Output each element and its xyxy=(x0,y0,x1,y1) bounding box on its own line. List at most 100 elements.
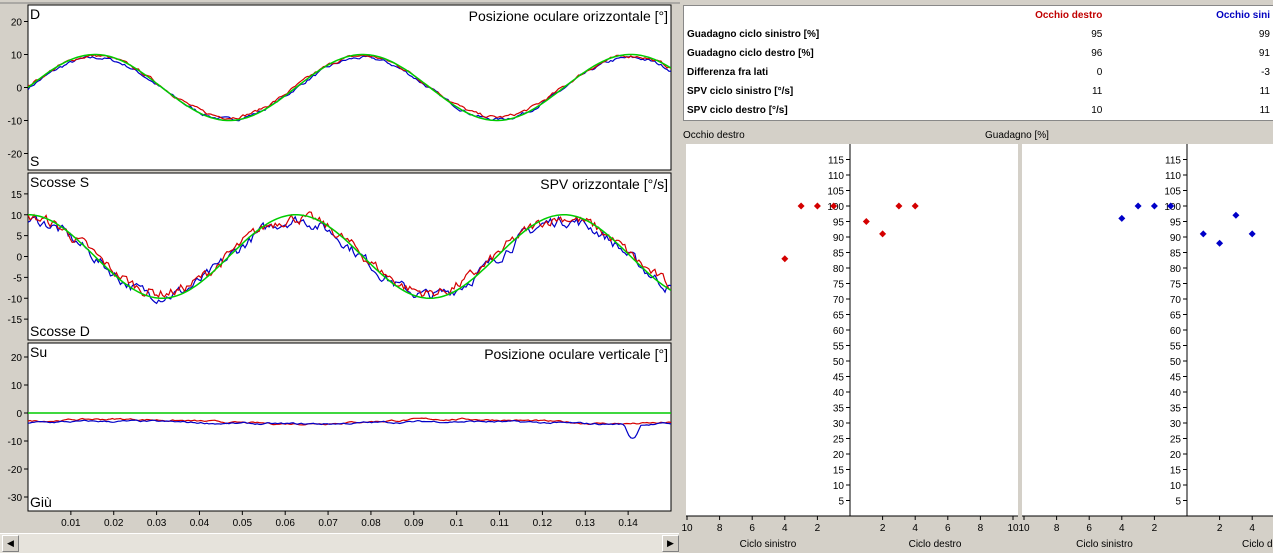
right-cycle-point xyxy=(895,202,903,210)
y-tick-label: 20 xyxy=(11,353,23,364)
x-tick-label: 0.09 xyxy=(404,518,424,529)
panel-horizontal-position: 20 10 0 -10 -20 D S Posizione oculare orizzonta… xyxy=(8,4,672,171)
row-value-left: 11 xyxy=(1259,86,1270,97)
panel-top-label: Scosse S xyxy=(30,174,89,190)
y-tick-label: 30 xyxy=(833,419,845,430)
y-tick-label: 95 xyxy=(1170,218,1182,229)
y-tick-label: 65 xyxy=(1170,311,1182,322)
y-tick-label: 20 xyxy=(833,450,845,461)
blue-trace xyxy=(28,215,671,305)
x-tick-label: 8 xyxy=(1054,523,1060,534)
y-tick-label: -15 xyxy=(8,315,23,326)
y-tick-label: 10 xyxy=(1170,481,1182,492)
y-tick-label: 115 xyxy=(1165,156,1181,167)
x-tick-label: 10 xyxy=(681,523,693,534)
plot-frame xyxy=(27,4,672,171)
y-tick-label: 115 xyxy=(828,156,844,167)
x-tick-label: 6 xyxy=(945,523,951,534)
stats-table: Occhio destro Occhio sini Guadagno ciclo… xyxy=(683,5,1273,121)
y-tick-label: 100 xyxy=(1164,202,1181,213)
y-tick-label: 40 xyxy=(833,388,845,399)
scatter-frame xyxy=(686,144,1018,516)
x-caption-right: Ciclo destro xyxy=(1242,539,1273,550)
y-tick-label: 80 xyxy=(1170,264,1182,275)
panel-top-label: Su xyxy=(30,344,47,360)
y-tick-label: 70 xyxy=(833,295,845,306)
x-tick-label: 0.13 xyxy=(575,518,595,529)
left-cycle-point xyxy=(1134,202,1142,210)
left-cycle-point xyxy=(781,255,789,263)
y-tick-label: 25 xyxy=(1170,435,1182,446)
x-tick-label: 0.06 xyxy=(275,518,295,529)
panel-title: Posizione oculare verticale [°] xyxy=(484,346,668,362)
y-tick-label: 10 xyxy=(833,481,845,492)
x-tick-label: 0.08 xyxy=(361,518,381,529)
y-tick-label: 15 xyxy=(833,466,845,477)
panel-bottom-label: Scosse D xyxy=(30,323,90,339)
y-tick-label: 65 xyxy=(833,311,845,322)
y-tick-label: 50 xyxy=(1170,357,1182,368)
x-tick-label: 8 xyxy=(978,523,984,534)
y-tick-label: 15 xyxy=(1170,466,1182,477)
y-tick-label: 40 xyxy=(1170,388,1182,399)
y-tick-label: -10 xyxy=(8,437,23,448)
y-tick-label: 75 xyxy=(1170,280,1182,291)
row-label: Guadagno ciclo sinistro [%] xyxy=(687,29,820,40)
y-tick-label: 55 xyxy=(833,342,845,353)
x-tick-label: 4 xyxy=(912,523,918,534)
x-tick-label: 0.11 xyxy=(490,518,509,529)
x-tick-label: 2 xyxy=(1152,523,1158,534)
y-tick-label: 60 xyxy=(1170,326,1182,337)
y-tick-label: 100 xyxy=(827,202,844,213)
right-cycle-point xyxy=(1232,211,1240,219)
right-cycle-point xyxy=(1216,239,1224,247)
row-value-right: 11 xyxy=(1091,86,1103,97)
plot-frame xyxy=(27,172,672,341)
arrow-right-icon[interactable]: ▶ xyxy=(662,535,679,552)
y-tick-label: -20 xyxy=(8,150,23,161)
x-tick-label: 0.12 xyxy=(532,518,553,529)
right-cycle-point xyxy=(1199,230,1207,238)
panel-top-label: D xyxy=(30,6,40,22)
x-tick-label: 2 xyxy=(815,523,821,534)
row-label: SPV ciclo destro [°/s] xyxy=(687,105,788,116)
y-tick-label: 55 xyxy=(1170,342,1182,353)
y-tick-label: 5 xyxy=(1175,497,1181,508)
x-tick-label: 0.14 xyxy=(618,518,638,529)
row-value-right: 10 xyxy=(1091,105,1103,116)
y-tick-label: 30 xyxy=(1170,419,1182,430)
y-tick-label: 45 xyxy=(833,373,845,384)
horizontal-scrollbar[interactable]: ◀ ▶ xyxy=(0,533,679,553)
x-tick-label: 6 xyxy=(749,523,755,534)
right-cycle-point xyxy=(1248,230,1256,238)
y-tick-label: 90 xyxy=(1170,233,1182,244)
left-cycle-point xyxy=(813,202,821,210)
y-tick-label: 5 xyxy=(16,232,22,243)
row-value-right: 96 xyxy=(1091,48,1103,59)
y-tick-label: 35 xyxy=(1170,404,1182,415)
panel-bottom-label: S xyxy=(30,153,39,169)
gain-panel-left-eye: 1151101051009590858075706560555045403530… xyxy=(1018,144,1273,550)
x-caption-left: Ciclo sinistro xyxy=(740,539,797,550)
header-left-eye: Occhio sini xyxy=(1216,10,1270,21)
y-tick-label: -10 xyxy=(8,117,23,128)
x-tick-label: 8 xyxy=(717,523,723,534)
table-row: Differenza fra lati 0 -3 xyxy=(684,63,1273,82)
y-tick-label: 45 xyxy=(1170,373,1182,384)
x-tick-label: 2 xyxy=(1217,523,1223,534)
y-tick-label: 35 xyxy=(833,404,845,415)
green-stimulus-line xyxy=(28,214,671,300)
right-cycle-point xyxy=(879,230,887,238)
row-value-left: -3 xyxy=(1261,67,1270,78)
y-tick-label: 60 xyxy=(833,326,845,337)
y-tick-label: -20 xyxy=(8,465,23,476)
y-tick-label: 110 xyxy=(1165,171,1181,182)
y-tick-label: 0 xyxy=(16,409,22,420)
left-cycle-point xyxy=(830,202,838,210)
gain-scatter-area: Occhio destro Guadagno [%] 1151101051009… xyxy=(680,127,1273,553)
right-cycle-point xyxy=(862,218,870,225)
panel-vertical-position: 20 10 0 -10 -20 -30 Su Giù Posizione oculare ver… xyxy=(8,342,672,515)
arrow-left-icon[interactable]: ◀ xyxy=(2,535,19,552)
header-right-eye: Occhio destro xyxy=(1035,10,1103,21)
x-caption-right: Ciclo destro xyxy=(909,539,962,550)
